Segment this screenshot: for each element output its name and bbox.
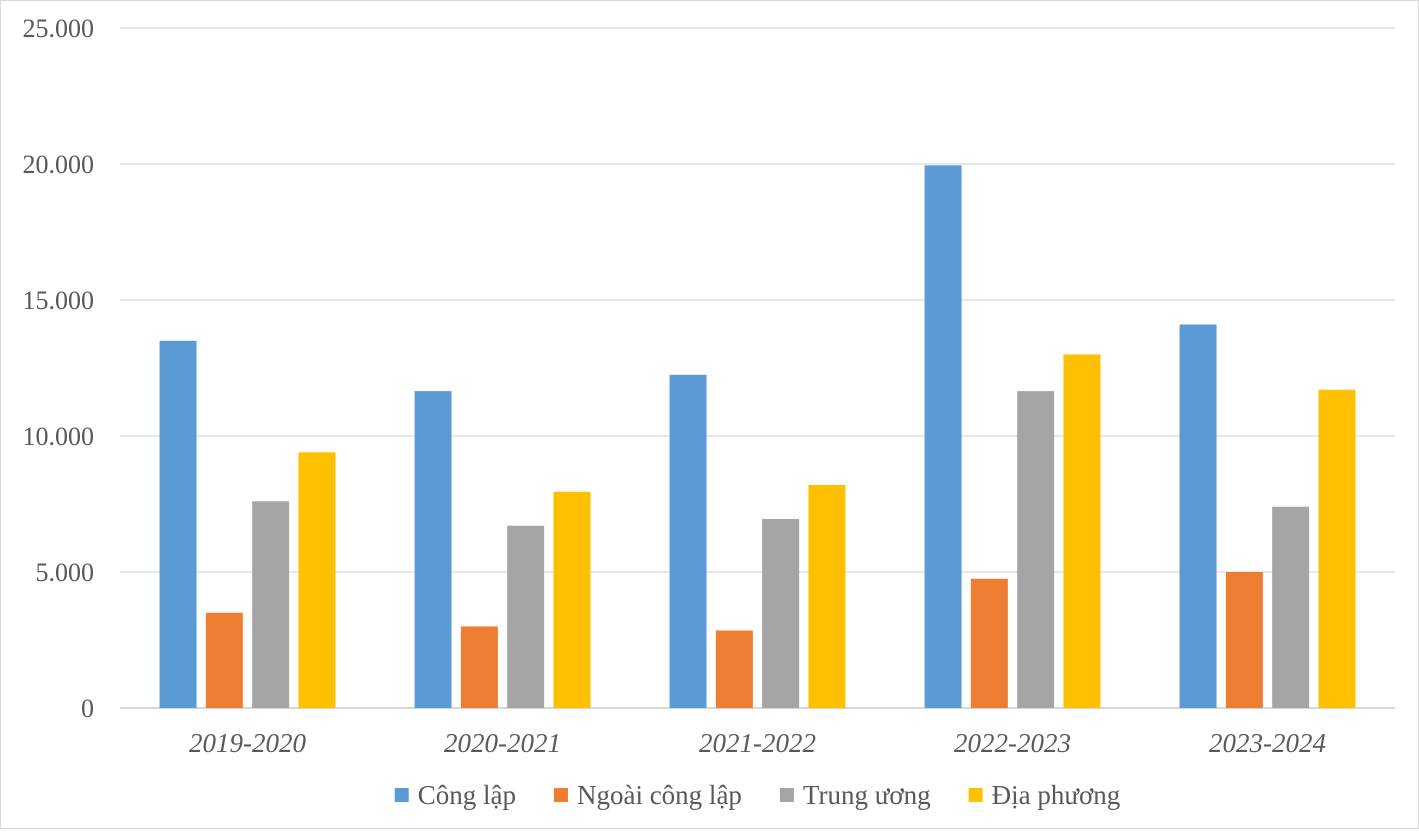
bar [715, 630, 753, 708]
legend-swatch [394, 788, 409, 802]
bar [762, 518, 800, 708]
bar [669, 374, 707, 708]
bar [298, 452, 336, 708]
y-tick-label: 25.000 [23, 14, 95, 43]
legend-label: Trung ương [803, 780, 931, 810]
legend-swatch [968, 788, 983, 802]
y-tick-label: 20.000 [23, 150, 95, 179]
legend: Công lập Ngoài công lập Trung ương Địa phươ… [394, 780, 1121, 810]
bar [1017, 391, 1055, 708]
bar [159, 340, 197, 708]
legend-label: Công lập [418, 780, 516, 810]
bar [1318, 389, 1356, 708]
bar [553, 491, 591, 708]
bar [414, 391, 452, 708]
bar [1179, 324, 1217, 708]
bar [507, 525, 545, 708]
y-tick-label: 0 [81, 694, 94, 723]
legend-label: Địa phương [992, 780, 1121, 810]
x-tick-label: 2022-2023 [954, 728, 1071, 758]
bars [159, 165, 1356, 709]
legend-swatch [779, 788, 794, 802]
bar [1063, 354, 1101, 708]
x-axis-ticks: 2019-2020 2020-2021 2021-2022 2022-2023 2023… [189, 728, 1326, 758]
y-tick-label: 10.000 [23, 422, 95, 451]
x-tick-label: 2020-2021 [444, 728, 561, 758]
x-tick-label: 2023-2024 [1209, 728, 1326, 758]
bar [460, 626, 498, 708]
bar [924, 165, 962, 709]
bar [1225, 572, 1263, 708]
bar [1272, 506, 1310, 708]
bar [808, 484, 846, 708]
y-tick-label: 15.000 [23, 286, 95, 315]
x-tick-label: 2019-2020 [189, 728, 306, 758]
bar [970, 578, 1008, 708]
y-tick-label: 5.000 [36, 558, 95, 587]
bar [252, 501, 290, 708]
y-axis-ticks: 0 5.000 10.000 15.000 20.000 25.000 [23, 14, 95, 723]
legend-label: Ngoài công lập [577, 780, 742, 810]
legend-swatch [553, 788, 568, 802]
x-tick-label: 2021-2022 [699, 728, 816, 758]
bar [205, 612, 243, 708]
